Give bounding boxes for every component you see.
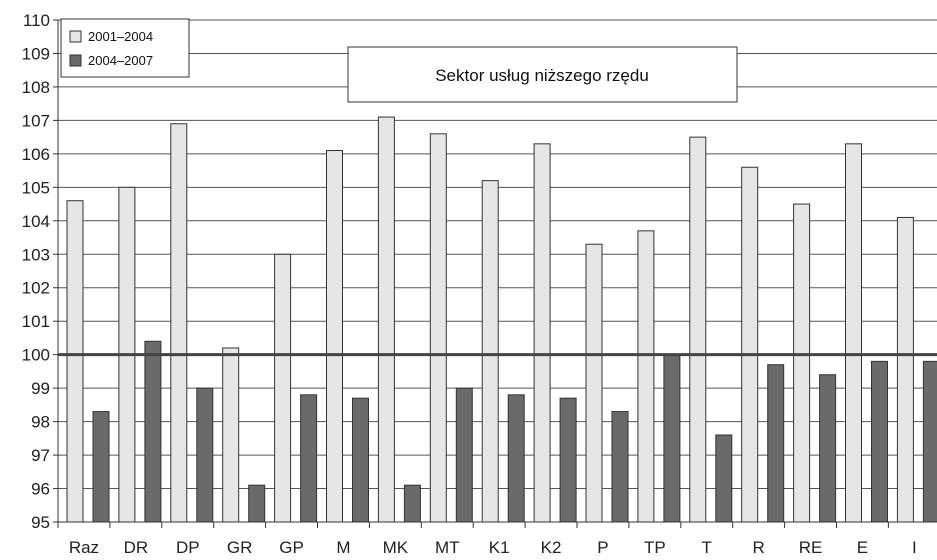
y-tick-label: 107 [22, 111, 50, 130]
y-tick-label: 98 [31, 413, 50, 432]
x-tick-label: M [336, 538, 350, 557]
x-tick-label: MT [435, 538, 460, 557]
bar-series-1-mk [377, 116, 395, 523]
legend-box [60, 18, 190, 78]
bar-series-2-gp [300, 394, 318, 523]
bar-series-1-gp [274, 253, 292, 523]
y-tick-label: 104 [22, 212, 50, 231]
bar-series-1-e [845, 143, 862, 523]
bar-series-2-dr [144, 340, 162, 523]
y-tick-label: 96 [31, 480, 50, 499]
y-tick-label: 101 [22, 312, 50, 331]
x-tick-label: Raz [69, 538, 99, 557]
y-tick-label: 100 [22, 346, 50, 365]
x-tick-label: RE [799, 538, 823, 557]
x-tick-label: I [912, 538, 917, 557]
bar-series-1-re [793, 203, 811, 523]
y-tick-label: 99 [31, 379, 50, 398]
x-tick-label: DP [176, 538, 200, 557]
y-tick-label: 97 [31, 446, 50, 465]
y-tick-label: 106 [22, 145, 50, 164]
x-tick-label: K1 [489, 538, 510, 557]
bars [66, 116, 937, 523]
bar-series-1-t [689, 136, 707, 523]
x-tick-label: GR [227, 538, 253, 557]
bar-series-2-m [352, 397, 369, 523]
bar-series-1-k1 [481, 180, 499, 523]
y-tick-label: 109 [22, 44, 50, 63]
axes: 95 96 97 98 99 100 101 102 103 104 105 106 107 108 109… [22, 11, 937, 557]
title-box [347, 46, 738, 103]
bar-series-2-p [611, 411, 629, 523]
bar-series-2-k2 [559, 397, 577, 523]
x-tick-label: P [597, 538, 608, 557]
x-tick-label: K2 [541, 538, 562, 557]
x-tick-label: T [702, 538, 712, 557]
bar-series-2-i [922, 360, 937, 523]
bar-series-1-raz [66, 200, 84, 523]
bar-series-2-raz [92, 411, 110, 523]
y-tick-label: 102 [22, 279, 50, 298]
bar-series-1-m [326, 150, 343, 523]
bar-series-2-t [715, 434, 733, 523]
bar-series-1-dp [170, 123, 188, 523]
x-tick-label: MK [383, 538, 409, 557]
bar-series-2-tp [663, 354, 681, 523]
y-tick-label: 108 [22, 78, 50, 97]
x-tick-label: R [753, 538, 765, 557]
y-tick-label: 95 [31, 513, 50, 532]
bar-series-2-gr [248, 484, 266, 523]
y-tick-label: 105 [22, 178, 50, 197]
legend-swatch-series-2 [69, 54, 82, 67]
bar-series-1-k2 [533, 143, 551, 523]
y-tick-label: 103 [22, 245, 50, 264]
chart-title: Sektor usług niższego rzędu [435, 66, 649, 85]
legend-swatch-series-1 [69, 30, 82, 43]
x-tick-label: TP [644, 538, 666, 557]
x-tick-label: E [857, 538, 868, 557]
legend-label-series-2: 2004–2007 [88, 53, 153, 68]
bar-series-2-k1 [507, 394, 525, 523]
bar-series-2-r [767, 364, 785, 523]
legend-label-series-1: 2001–2004 [88, 29, 153, 44]
legend: 2001–2004 2004–2007 [60, 18, 190, 78]
bar-series-2-re [819, 374, 837, 523]
bar-series-1-r [741, 166, 759, 523]
bar-series-1-i [896, 216, 914, 523]
bar-series-1-gr [222, 347, 240, 523]
bar-series-1-tp [637, 230, 655, 523]
bar-series-1-p [585, 243, 603, 523]
bar-series-2-mt [455, 387, 473, 523]
bar-series-2-dp [196, 387, 214, 523]
chart-title-box: Sektor usług niższego rzędu [347, 46, 738, 103]
bar-series-2-mk [403, 484, 421, 523]
x-tick-label: DR [124, 538, 149, 557]
bar-series-1-mt [429, 133, 447, 523]
bar-series-2-e [871, 360, 888, 523]
x-tick-label: GP [279, 538, 304, 557]
y-tick-label: 110 [23, 11, 50, 30]
